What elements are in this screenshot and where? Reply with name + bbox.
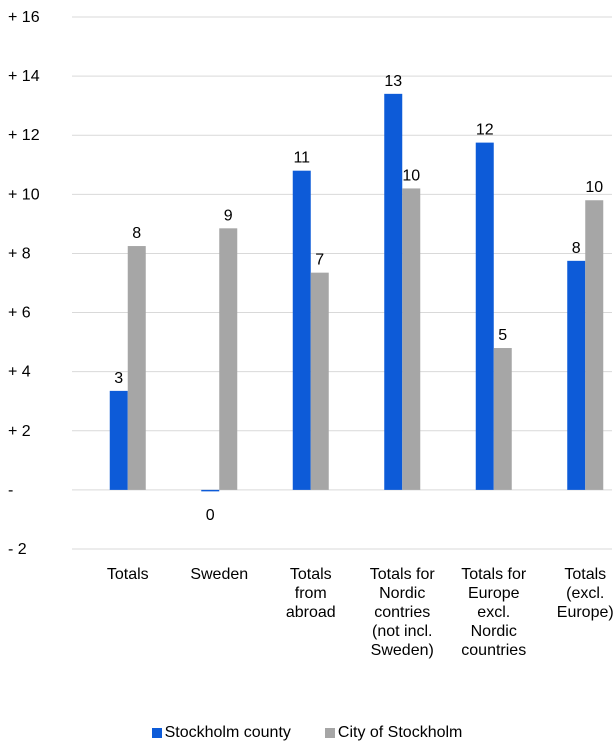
data-label-stockholm-county-5: 8	[572, 240, 581, 257]
category-label-4-line-2: excl.	[477, 604, 510, 621]
bar-city-of-stockholm-0	[127, 246, 146, 490]
y-tick-label-7: + 2	[8, 423, 31, 440]
legend-swatch-stockholm-county	[151, 728, 162, 738]
y-tick-label-1: + 14	[8, 68, 40, 85]
data-label-stockholm-county-1: 0	[206, 507, 215, 524]
category-label-2-line-1: from	[295, 585, 327, 602]
y-tick-label-0: + 16	[8, 9, 40, 26]
category-label-0-line-0: Totals	[107, 566, 149, 583]
data-label-city-of-stockholm-4: 5	[498, 327, 507, 344]
legend: Stockholm county City of Stockholm	[0, 724, 614, 742]
bar-stockholm-county-2	[292, 170, 311, 490]
bar-stockholm-county-3	[384, 93, 403, 490]
bar-city-of-stockholm-1	[219, 228, 238, 490]
category-label-3-line-1: Nordic	[379, 585, 425, 602]
data-label-stockholm-county-0: 3	[114, 370, 123, 387]
data-label-city-of-stockholm-2: 7	[315, 252, 324, 269]
y-tick-label-2: + 12	[8, 127, 40, 144]
bar-stockholm-county-5	[567, 260, 586, 490]
category-label-4-line-4: countries	[461, 642, 526, 659]
bar-stockholm-county-0	[109, 390, 128, 490]
data-label-stockholm-county-4: 12	[476, 122, 494, 139]
category-label-1-line-0: Sweden	[190, 566, 248, 583]
bar-stockholm-county-1	[201, 489, 220, 492]
bar-city-of-stockholm-4	[493, 348, 512, 490]
category-label-4-line-0: Totals for	[461, 566, 527, 583]
legend-label-stockholm-county: Stockholm county	[164, 724, 291, 741]
data-label-city-of-stockholm-5: 10	[585, 179, 603, 196]
data-label-stockholm-county-2: 11	[293, 150, 310, 167]
category-label-4-line-3: Nordic	[471, 623, 517, 640]
category-label-3-line-2: contries	[374, 604, 430, 621]
y-tick-label-6: + 4	[8, 364, 31, 381]
y-tick-label-4: + 8	[8, 245, 31, 262]
bar-stockholm-county-4	[475, 142, 494, 490]
data-label-stockholm-county-3: 13	[384, 73, 402, 90]
y-tick-label-5: + 6	[8, 305, 31, 322]
data-label-city-of-stockholm-3: 10	[402, 167, 420, 184]
legend-item-city-of-stockholm: City of Stockholm	[324, 724, 463, 742]
y-tick-label-8: -	[8, 482, 13, 499]
bar-city-of-stockholm-3	[402, 188, 421, 490]
category-label-2-line-2: abroad	[286, 604, 336, 621]
category-label-3-line-0: Totals for	[370, 566, 436, 583]
legend-label-city-of-stockholm: City of Stockholm	[337, 724, 463, 741]
category-label-5-line-2: Europe)	[557, 604, 614, 621]
category-label-4-line-1: Europe	[468, 585, 520, 602]
category-label-2-line-0: Totals	[290, 566, 332, 583]
legend-swatch-city-of-stockholm	[324, 728, 335, 738]
y-tick-label-3: + 10	[8, 186, 40, 203]
category-label-5-line-1: (excl.	[566, 585, 604, 602]
bar-city-of-stockholm-2	[310, 272, 329, 490]
bar-city-of-stockholm-5	[585, 200, 604, 490]
category-label-3-line-4: Sweden)	[371, 642, 434, 659]
data-label-city-of-stockholm-0: 8	[132, 225, 141, 242]
category-label-3-line-3: (not incl.	[372, 623, 432, 640]
data-label-city-of-stockholm-1: 9	[224, 207, 233, 224]
y-tick-label-9: - 2	[8, 541, 27, 558]
legend-item-stockholm-county: Stockholm county	[151, 724, 291, 742]
category-label-5-line-0: Totals	[564, 566, 606, 583]
